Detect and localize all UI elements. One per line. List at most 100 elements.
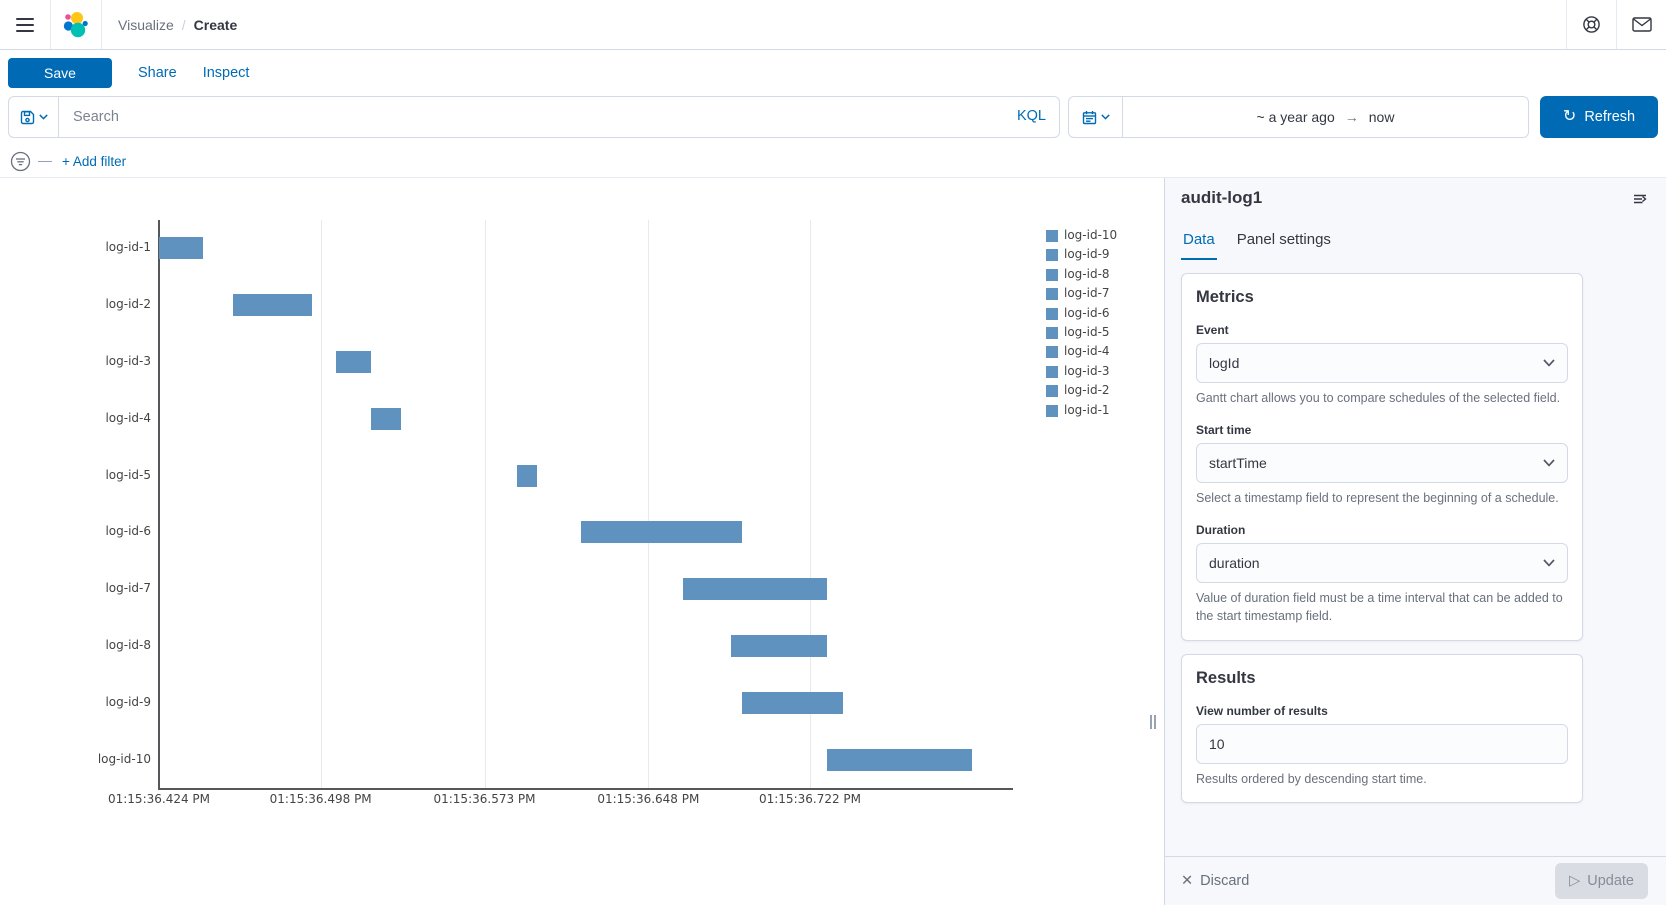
- save-button[interactable]: Save: [8, 58, 112, 88]
- update-button-label: Update: [1587, 873, 1634, 889]
- legend-item[interactable]: log-id-2: [1064, 383, 1110, 398]
- gantt-bar[interactable]: [580, 521, 743, 544]
- x-axis-line: [158, 788, 1013, 790]
- x-axis-tick-label: 01:15:36.573 PM: [433, 792, 536, 806]
- metrics-card: Metrics Event logId Gantt chart allows y…: [1181, 273, 1583, 641]
- gantt-bar[interactable]: [742, 691, 843, 714]
- share-button[interactable]: Share: [138, 65, 177, 81]
- date-range-end[interactable]: now: [1368, 109, 1395, 125]
- metrics-heading: Metrics: [1196, 288, 1254, 306]
- tab-panel-settings[interactable]: Panel settings: [1235, 231, 1333, 260]
- chevron-down-icon: [1543, 559, 1555, 567]
- x-axis-tick-label: 01:15:36.722 PM: [758, 792, 862, 806]
- legend-swatch[interactable]: [1046, 268, 1058, 281]
- x-axis-tick-label: 01:15:36.424 PM: [107, 792, 211, 806]
- gantt-bar[interactable]: [683, 578, 828, 601]
- play-icon: ▷: [1569, 873, 1581, 889]
- mail-icon: [1631, 17, 1652, 32]
- visualization-config-panel: audit-log1 Data Panel settings Metrics E…: [1164, 178, 1666, 905]
- visualization-action-row: Save Share Inspect: [0, 50, 1666, 96]
- date-quick-select-button[interactable]: [1069, 97, 1123, 137]
- legend-swatch[interactable]: [1046, 404, 1058, 417]
- save-query-icon: [20, 110, 34, 124]
- panel-tabs: Data Panel settings: [1165, 231, 1666, 260]
- x-gridline: [484, 220, 486, 788]
- legend-swatch[interactable]: [1046, 385, 1058, 398]
- legend-item[interactable]: log-id-6: [1064, 305, 1110, 320]
- y-axis-tick-label: log-id-4: [105, 410, 151, 425]
- event-field-label: Event: [1196, 323, 1229, 337]
- panel-resize-handle[interactable]: [1146, 712, 1160, 732]
- gantt-bar[interactable]: [827, 748, 972, 771]
- main-content: 01:15:36.424 PM 01:15:36.498 PM 01:15:36.5…: [0, 178, 1666, 905]
- breadcrumb: Visualize / Create: [102, 0, 237, 49]
- gantt-bar[interactable]: [335, 351, 371, 373]
- y-axis-line: [158, 220, 160, 788]
- legend-item[interactable]: log-id-8: [1064, 266, 1110, 281]
- gantt-bar[interactable]: [233, 294, 312, 317]
- legend-swatch[interactable]: [1046, 307, 1058, 320]
- help-menu-button[interactable]: [1566, 0, 1616, 49]
- event-help-text: Gantt chart allows you to compare schedu…: [1196, 391, 1561, 405]
- start-time-select[interactable]: startTime: [1196, 443, 1568, 484]
- date-picker-group: ~ a year ago → now: [1068, 96, 1529, 138]
- legend-item[interactable]: log-id-5: [1064, 325, 1110, 339]
- tab-data[interactable]: Data: [1181, 231, 1217, 260]
- search-input[interactable]: [59, 97, 1059, 137]
- date-range-start[interactable]: ~ a year ago: [1256, 109, 1335, 125]
- legend-swatch[interactable]: [1046, 230, 1058, 242]
- life-buoy-icon: [1583, 16, 1600, 33]
- filter-bar: + Add filter: [0, 146, 1666, 178]
- hamburger-menu-icon[interactable]: [0, 0, 50, 49]
- duration-select[interactable]: duration: [1196, 543, 1568, 584]
- legend-swatch[interactable]: [1046, 365, 1058, 378]
- saved-query-menu-button[interactable]: [9, 97, 59, 137]
- event-select[interactable]: logId: [1196, 343, 1568, 383]
- panel-footer: ✕ Discard ▷ Update: [1165, 856, 1666, 905]
- app-logo[interactable]: [50, 0, 102, 49]
- legend-item[interactable]: log-id-4: [1064, 344, 1110, 359]
- results-count-input[interactable]: [1196, 723, 1568, 764]
- x-gridline: [810, 220, 811, 788]
- legend-swatch[interactable]: [1046, 288, 1058, 301]
- x-gridline: [320, 220, 322, 788]
- query-language-kql-button[interactable]: KQL: [1016, 108, 1046, 124]
- legend-swatch[interactable]: [1046, 249, 1058, 262]
- y-axis-tick-label: log-id-10: [97, 751, 151, 766]
- gantt-chart: 01:15:36.424 PM 01:15:36.498 PM 01:15:36.5…: [0, 178, 1164, 905]
- date-range-display[interactable]: ~ a year ago → now: [1123, 109, 1528, 125]
- chevron-down-icon: [38, 114, 48, 120]
- discard-button[interactable]: ✕ Discard: [1181, 873, 1249, 889]
- gantt-bar[interactable]: [370, 407, 402, 430]
- filter-set-menu-button[interactable]: [8, 150, 32, 174]
- gantt-bar[interactable]: [731, 635, 828, 657]
- notifications-button[interactable]: [1616, 0, 1666, 49]
- breadcrumb-visualize[interactable]: Visualize: [118, 16, 174, 33]
- start-time-select-value: startTime: [1209, 455, 1267, 472]
- gantt-bar[interactable]: [159, 237, 203, 260]
- arrow-right-icon: →: [1344, 109, 1359, 125]
- collapse-panel-button[interactable]: [1630, 189, 1650, 209]
- legend-item[interactable]: log-id-7: [1064, 286, 1110, 301]
- duration-field-label: Duration: [1196, 523, 1246, 538]
- y-axis-tick-label: log-id-1: [105, 240, 151, 255]
- search-bar-group: KQL: [8, 96, 1060, 138]
- y-axis-tick-label: log-id-9: [105, 694, 151, 709]
- refresh-button[interactable]: ↻ Refresh: [1540, 96, 1658, 138]
- legend-item[interactable]: log-id-10: [1064, 228, 1118, 242]
- legend-swatch[interactable]: [1046, 327, 1058, 339]
- chevron-down-icon: [1543, 359, 1555, 367]
- legend-item[interactable]: log-id-3: [1064, 363, 1110, 378]
- legend-swatch[interactable]: [1046, 346, 1058, 359]
- add-filter-button[interactable]: + Add filter: [62, 154, 127, 169]
- legend-item[interactable]: log-id-1: [1064, 402, 1110, 417]
- results-card: Results View number of results Results o…: [1181, 653, 1583, 803]
- inspect-button[interactable]: Inspect: [202, 65, 250, 81]
- gantt-bar[interactable]: [517, 464, 537, 487]
- x-axis-tick-label: 01:15:36.648 PM: [597, 792, 700, 806]
- legend-item[interactable]: log-id-9: [1064, 247, 1110, 262]
- refresh-icon: ↻: [1562, 108, 1577, 125]
- start-time-help-text: Select a timestamp field to represent th…: [1196, 491, 1559, 506]
- update-button[interactable]: ▷ Update: [1555, 863, 1648, 899]
- results-count-label: View number of results: [1196, 703, 1328, 718]
